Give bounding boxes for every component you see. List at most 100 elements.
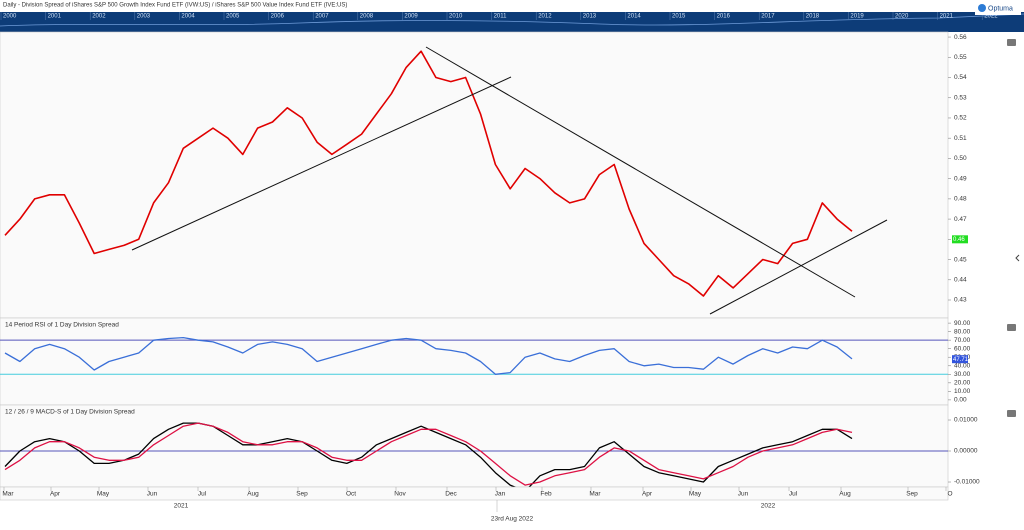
panel [0,317,949,406]
month-label: May [689,491,702,498]
y-tick-label: 60.00 [954,345,971,352]
y-tick-label: 0.44 [954,276,967,283]
logo: Optuma [988,5,1013,12]
month-label: Jun [147,491,158,498]
navigator-year: 2014 [627,14,641,20]
series-line [4,50,853,297]
chart-title: Daily - Division Spread of iShares S&P 5… [3,3,347,9]
last-value-label: 47.71 [953,357,969,363]
navigator-year: 2002 [92,14,106,20]
month-label: Sep [906,491,918,498]
y-tick-label: 0.56 [954,34,967,41]
lock[interactable] [1007,410,1016,417]
y-tick-label: 0.00 [954,397,967,404]
y-tick-label: 0.01000 [954,417,978,424]
month-label: O [947,491,952,498]
collapse-arrow[interactable] [1015,254,1020,262]
trend-line [425,46,856,298]
month-label: Jun [738,491,749,498]
month-label: Jan [495,491,506,498]
month-label: Apr [50,491,61,498]
navigator-year: 2015 [672,14,686,20]
navigator-year: 2005 [226,14,240,20]
y-tick-label: 0.54 [954,74,967,81]
navigator-year: 2016 [717,14,731,20]
navigator-year: 2017 [761,14,775,20]
month-label: Dec [445,491,457,498]
y-tick-label: 0.55 [954,54,967,61]
y-tick-label: 90.00 [954,320,971,327]
logo-box [975,2,1021,15]
navigator-year: 2018 [806,14,820,20]
navigator-year: 2022 [984,14,998,20]
navigator-line [0,13,1024,27]
month-label: May [97,491,110,498]
panel [0,31,949,319]
date-label: 23rd Aug 2022 [491,516,534,523]
last-value-box [952,235,968,244]
month-label: Mar [2,491,14,498]
y-tick-label: 0.48 [954,196,967,203]
navigator-year: 2008 [360,14,374,20]
lock[interactable] [1007,39,1016,46]
trend-line [131,76,512,251]
navigator-year: 2011 [494,14,508,20]
y-tick-label: 0.51 [954,135,967,142]
y-tick-label: 40.00 [954,362,971,369]
navigator-year: 2009 [404,14,418,20]
navigator-year: 2019 [850,14,864,20]
y-tick-label: 10.00 [954,388,971,395]
trend-line [709,219,888,315]
y-tick-label: 0.00000 [954,448,978,455]
panel-title: 14 Period RSI of 1 Day Division Spread [5,322,119,329]
y-tick-label: 80.00 [954,328,971,335]
navigator-band [0,12,1024,32]
navigator-year: 2003 [137,14,151,20]
plot-area: 0.43 0.44 0.45 0.46 0.47 0.48 0.49 0.50 0.51 0.52… [0,31,980,523]
navigator-year: 2013 [583,14,597,20]
navigator-year: 2004 [181,14,195,20]
y-tick-label: 30.00 [954,371,971,378]
month-label: Aug [839,491,851,498]
navigator-year: 2020 [895,14,909,20]
month-label: Sep [296,491,308,498]
y-tick-label: 0.50 [954,155,967,162]
y-tick-label: 0.52 [954,115,967,122]
month-label: Aug [247,491,259,498]
y-tick-label: 0.43 [954,297,967,304]
month-label: Apr [642,491,653,498]
y-tick-label: 0.47 [954,216,967,223]
navigator-year: 2006 [271,14,285,20]
navigator-year: 2000 [3,14,17,20]
navigator[interactable]: 2000 2001 2002 2003 2004 2005 2006 2007 2008 2009… [0,12,1024,32]
month-label: Mar [589,491,601,498]
month-label: Oct [346,491,356,498]
navigator-year: 2001 [48,14,62,20]
series-line [4,422,853,486]
panel-title: 12 / 26 / 9 MACD-S of 1 Day Division Spr… [5,409,135,416]
y-tick-label: 0.53 [954,94,967,101]
logo-icon [978,4,986,12]
navigator-year: 2012 [538,14,552,20]
year-label: 2021 [174,503,189,510]
y-tick-label: -0.01000 [954,479,980,486]
y-tick-label: 20.00 [954,380,971,387]
month-label: Feb [540,491,552,498]
last-value-box [952,355,968,364]
x-axis-band [0,486,949,501]
navigator-year: 2007 [315,14,329,20]
year-label: 2022 [761,503,776,510]
month-label: Nov [394,491,406,498]
last-value-label: 0.46 [953,237,965,243]
lock-icons[interactable] [1007,39,1016,417]
month-label: Jul [789,491,798,498]
y-tick-label: 70.00 [954,337,971,344]
y-tick-label: 0.45 [954,256,967,263]
navigator-year: 2010 [449,14,463,20]
month-label: Jul [198,491,207,498]
panel [0,404,949,488]
navigator-year: 2021 [940,14,954,20]
y-tick-label: 0.49 [954,175,967,182]
lock[interactable] [1007,324,1016,331]
